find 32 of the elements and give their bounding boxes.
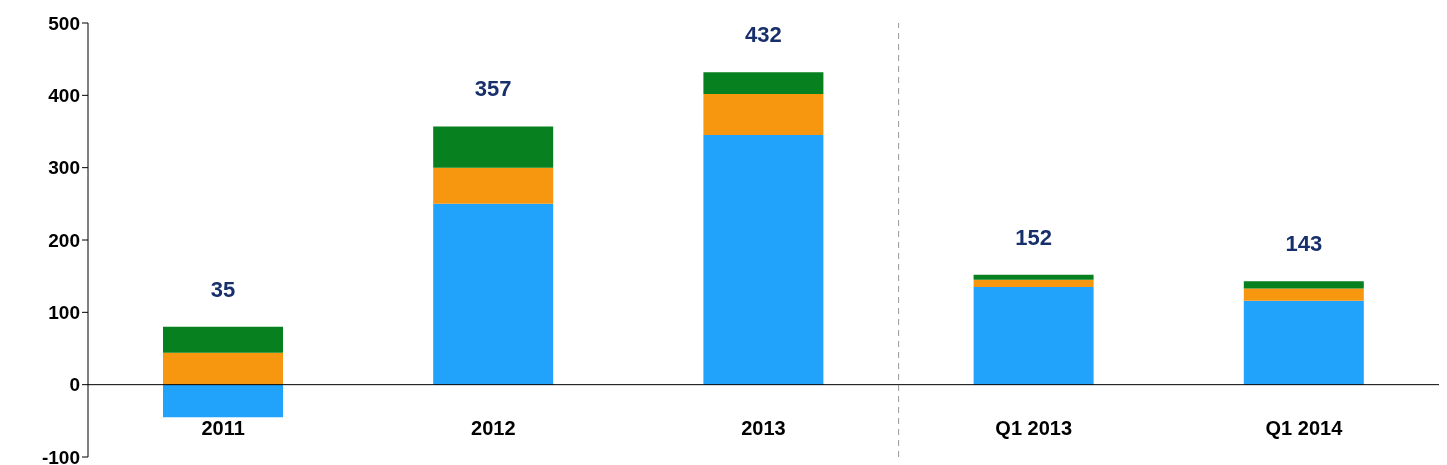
bar xyxy=(703,93,824,136)
y-tick-label: 0 xyxy=(69,374,80,396)
y-tick-label: 200 xyxy=(48,229,80,251)
bar xyxy=(1243,281,1364,289)
total-label: 143 xyxy=(1285,231,1323,257)
bar xyxy=(703,135,824,385)
y-tick-label: -100 xyxy=(41,446,80,465)
bar xyxy=(703,72,824,94)
y-tick-label: 500 xyxy=(48,12,80,34)
bar xyxy=(973,274,1094,280)
x-tick-label: Q1 2014 xyxy=(1265,417,1344,439)
bar xyxy=(163,384,283,418)
bar xyxy=(973,287,1094,385)
bar xyxy=(433,203,554,385)
y-tick-label: 100 xyxy=(48,302,80,324)
bar xyxy=(433,167,554,204)
total-label: 432 xyxy=(745,22,782,48)
x-tick-label: 2011 xyxy=(201,417,245,439)
y-tick-label: 300 xyxy=(48,157,80,179)
bar xyxy=(1243,288,1364,301)
total-label: 152 xyxy=(1015,224,1052,250)
x-tick-label: 2013 xyxy=(741,417,786,439)
x-tick-label: Q1 2013 xyxy=(995,417,1073,439)
bar xyxy=(973,279,1094,288)
bar xyxy=(163,326,283,353)
bar xyxy=(433,126,554,168)
x-tick-label: 2012 xyxy=(471,417,516,439)
bar xyxy=(163,352,283,385)
bar xyxy=(1243,300,1364,385)
total-label: 35 xyxy=(210,276,236,302)
total-label: 357 xyxy=(474,76,512,102)
y-tick-label: 400 xyxy=(48,85,80,107)
